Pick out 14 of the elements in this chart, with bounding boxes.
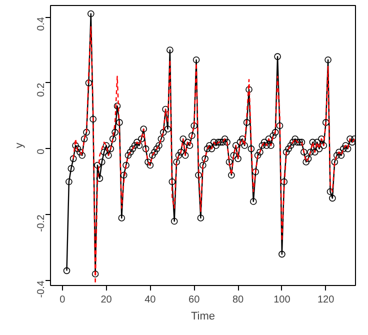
y-tick-label: -0.2 [36, 214, 47, 232]
x-tick-label: 40 [144, 294, 156, 306]
y-tick-label: 0.2 [36, 82, 47, 97]
x-tick-label: 0 [60, 294, 66, 306]
x-tick-label: 120 [318, 294, 335, 306]
x-axis-title: Time [190, 310, 216, 322]
x-tick-label: 20 [100, 294, 112, 306]
x-tick-label: 80 [232, 294, 244, 306]
y-tick-label: -0.4 [36, 280, 47, 298]
x-tick-label: 60 [188, 294, 200, 306]
x-tick-label: 100 [274, 294, 291, 306]
y-axis-title: y [14, 142, 26, 148]
y-tick-label: 0.4 [36, 16, 47, 31]
y-tick-label: 0 [36, 148, 47, 154]
